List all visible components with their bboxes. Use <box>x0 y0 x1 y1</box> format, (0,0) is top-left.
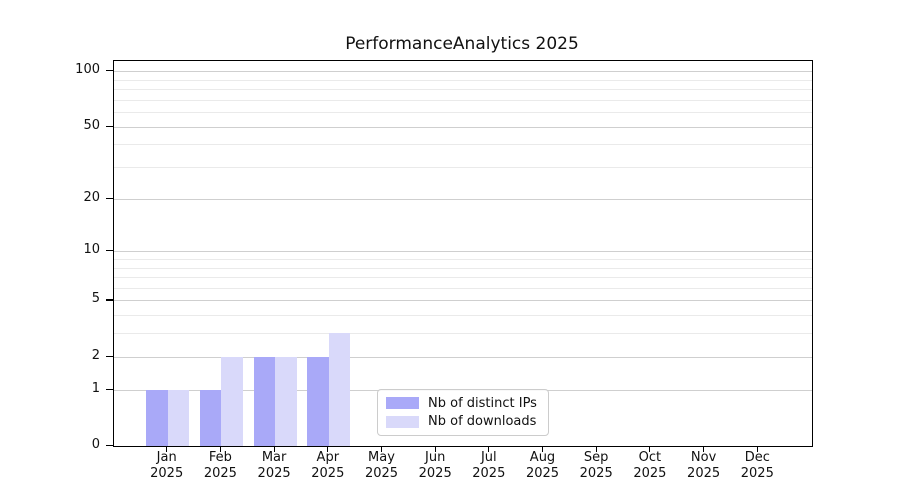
x-tick-label: Feb 2025 <box>203 450 237 481</box>
gridline-major <box>114 126 812 128</box>
y-tick <box>106 250 113 252</box>
y-tick <box>106 299 113 301</box>
y-axis-labels: 0 1 2 5 10 20 50 100 <box>0 60 100 452</box>
gridline-minor <box>114 89 812 90</box>
x-tick <box>219 446 221 452</box>
x-tick <box>541 446 544 452</box>
x-tick-label: Dec 2025 <box>740 450 774 481</box>
gridline-minor <box>114 167 812 168</box>
x-tick <box>434 446 436 452</box>
gridline-minor <box>114 333 812 335</box>
y-tick <box>106 125 113 127</box>
x-tick-label: Jul 2025 <box>472 450 506 481</box>
y-tick-label: 5 <box>91 291 100 307</box>
legend-entry-downloads: Nb of downloads <box>386 414 540 429</box>
gridline-major <box>114 198 812 200</box>
gridline-minor <box>114 79 812 81</box>
gridline-minor <box>114 99 812 101</box>
x-axis-labels: Jan 2025 Feb 2025 Mar 2025 Apr 2025 May 2025… <box>113 450 811 490</box>
y-tick-label: 2 <box>91 347 100 363</box>
gridline-minor <box>114 144 812 146</box>
gridline-minor <box>114 267 812 269</box>
plot-area <box>113 60 813 447</box>
gridline-major <box>114 71 812 73</box>
bar-distinct-ips <box>307 356 329 446</box>
x-tick <box>703 446 705 452</box>
gridline-major <box>114 251 812 253</box>
gridline-major <box>114 356 812 358</box>
legend-label-distinct-ips: Nb of distinct IPs <box>428 395 537 411</box>
x-tick-label: May 2025 <box>364 450 399 481</box>
x-tick-label: Oct 2025 <box>633 450 667 481</box>
x-tick-label: Nov 2025 <box>687 450 721 481</box>
bar-downloads <box>167 389 190 446</box>
gridline-minor <box>114 277 812 279</box>
legend: Nb of distinct IPs Nb of downloads <box>377 389 549 436</box>
x-tick <box>273 446 275 452</box>
x-tick-label: Apr 2025 <box>311 450 345 481</box>
y-tick-label: 10 <box>83 242 100 258</box>
y-tick-label: 50 <box>83 117 100 133</box>
y-tick <box>106 445 113 447</box>
legend-label-downloads: Nb of downloads <box>428 414 537 430</box>
x-tick <box>488 446 490 452</box>
x-tick <box>327 446 329 452</box>
gridline-minor <box>114 112 812 113</box>
bar-downloads <box>328 333 351 446</box>
bar-distinct-ips <box>253 356 276 446</box>
y-tick-label: 0 <box>91 437 100 452</box>
bar-distinct-ips <box>199 389 222 446</box>
x-tick <box>380 446 383 452</box>
y-tick <box>106 70 113 72</box>
gridline-minor <box>114 258 812 260</box>
x-tick-label: Jun 2025 <box>418 450 452 481</box>
x-tick <box>756 446 758 452</box>
chart-title: PerformanceAnalytics 2025 <box>345 34 579 54</box>
x-tick <box>595 446 597 452</box>
gridline-major <box>114 300 812 302</box>
y-axis-ticks <box>106 60 113 447</box>
legend-swatch-distinct-ips <box>386 397 419 410</box>
y-tick <box>106 388 113 390</box>
gridline-minor <box>114 315 812 317</box>
bar-downloads <box>275 356 297 446</box>
gridline-minor <box>114 287 812 289</box>
x-tick-label: Aug 2025 <box>525 450 560 481</box>
x-tick <box>166 446 168 452</box>
bar-distinct-ips <box>146 389 168 446</box>
legend-swatch-downloads <box>386 415 419 428</box>
legend-entry-distinct-ips: Nb of distinct IPs <box>386 396 540 411</box>
x-tick-label: Mar 2025 <box>257 450 291 481</box>
y-tick-label: 1 <box>91 380 100 396</box>
y-tick-label: 20 <box>83 189 100 205</box>
y-tick <box>106 197 113 199</box>
bar-downloads <box>221 356 243 446</box>
x-axis-ticks <box>113 446 811 453</box>
y-tick <box>106 355 113 357</box>
x-tick-label: Jan 2025 <box>150 450 184 481</box>
x-tick <box>649 446 651 452</box>
y-tick-label: 100 <box>75 62 100 78</box>
x-tick-label: Sep 2025 <box>579 450 613 481</box>
